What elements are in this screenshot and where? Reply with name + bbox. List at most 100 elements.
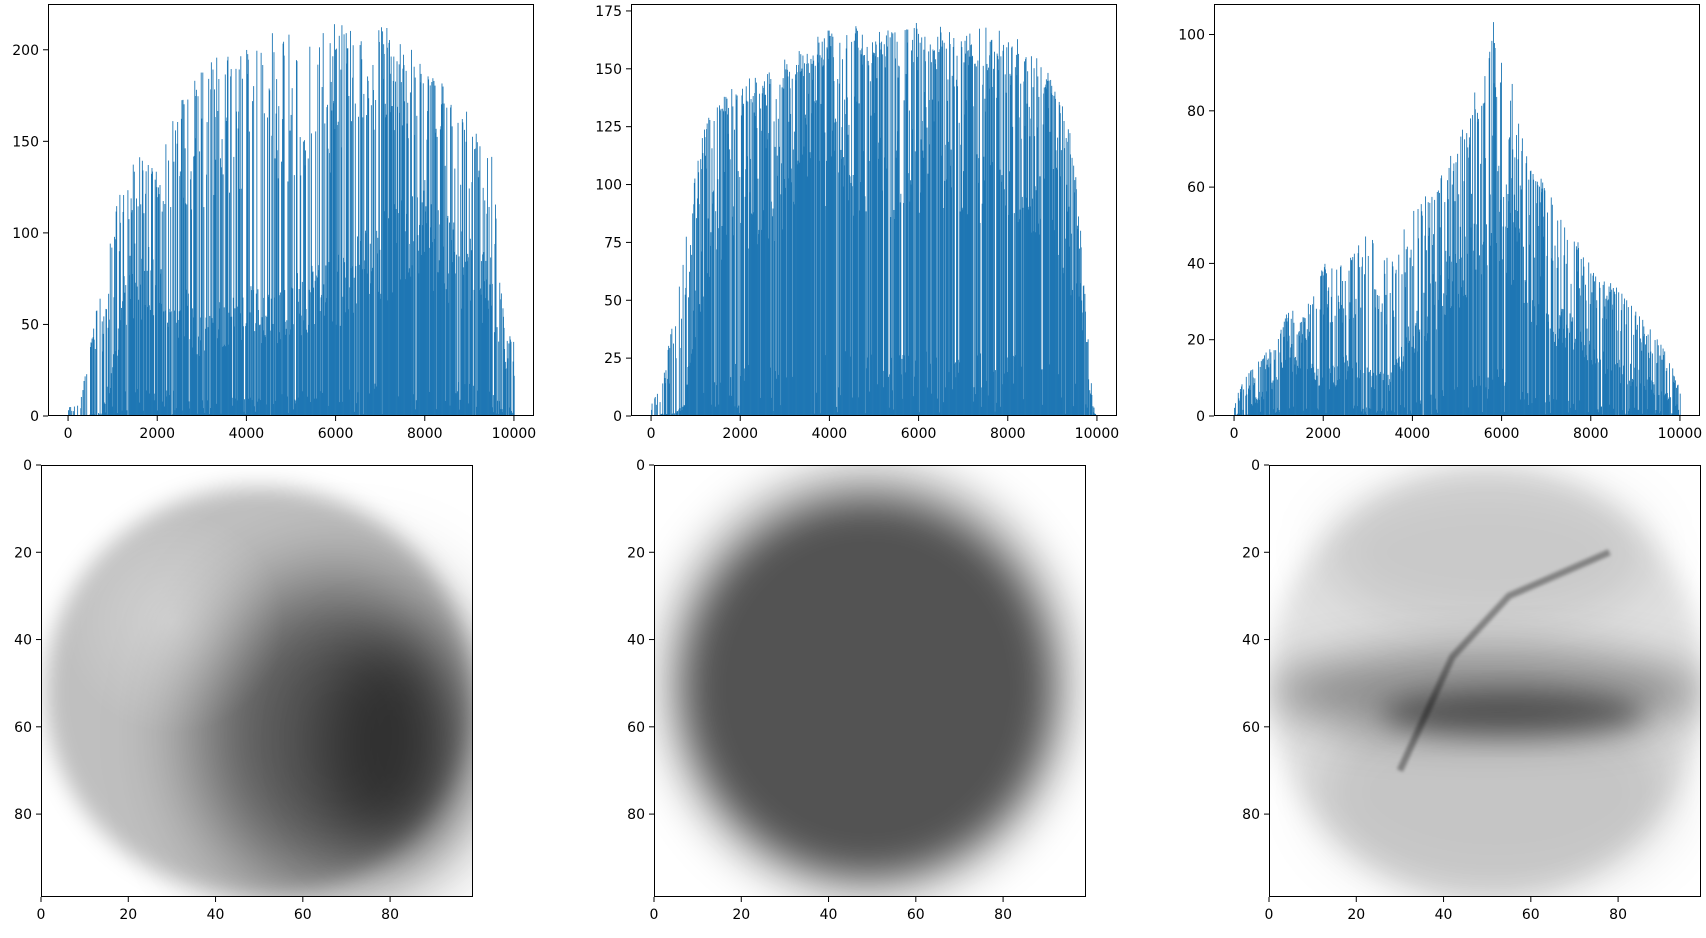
histogram-bar: [1006, 47, 1007, 416]
histogram-bar: [930, 44, 931, 416]
histogram-bar: [355, 266, 356, 416]
histogram-bar: [1367, 368, 1368, 416]
y-tick-label: 175: [595, 4, 622, 20]
histogram-bar: [244, 399, 245, 416]
histogram-bar: [1478, 119, 1479, 416]
x-tick-label: 40: [1435, 907, 1453, 923]
histogram-bar: [759, 94, 760, 416]
histogram-bar: [83, 390, 84, 416]
histogram-bar: [1083, 285, 1084, 416]
histogram-bar: [69, 407, 70, 416]
x-tick-label: 60: [294, 907, 312, 923]
histogram-bar: [683, 265, 684, 416]
histogram-bar: [348, 96, 349, 416]
histogram-bar: [492, 284, 493, 416]
y-tick-label: 40: [1187, 256, 1205, 272]
histogram-bar: [202, 73, 203, 416]
x-tick-label: 0: [37, 907, 46, 923]
y-tick-label: 60: [1242, 720, 1260, 736]
histogram-bar: [81, 397, 82, 416]
y-tick-label: 40: [14, 633, 32, 649]
histogram-bar: [449, 223, 450, 416]
histogram-bar: [1609, 287, 1610, 416]
histogram-bar: [188, 294, 189, 416]
histogram-bar: [162, 212, 163, 416]
histogram-bar: [655, 397, 656, 416]
histogram-bar: [1239, 401, 1240, 416]
histogram-bar: [436, 129, 437, 416]
histogram-bar: [1567, 328, 1568, 416]
histogram-bar: [1544, 190, 1545, 416]
histogram-bar: [1002, 175, 1003, 416]
histogram-bar: [1441, 175, 1442, 416]
histogram-bar: [1234, 408, 1235, 416]
y-tick-label: 0: [636, 458, 645, 474]
histogram-bar: [174, 311, 175, 416]
histogram-bar: [111, 248, 112, 416]
y-tick-label: 80: [1242, 807, 1260, 823]
histogram-bar: [1411, 250, 1412, 416]
histogram-bar: [70, 407, 71, 416]
x-tick-label: 2000: [1305, 426, 1341, 442]
histogram-bar: [1613, 288, 1614, 416]
histogram-bar: [985, 28, 986, 416]
x-tick-label: 20: [1347, 907, 1365, 923]
x-tick-label: 60: [1522, 907, 1540, 923]
histogram-bar: [204, 350, 205, 416]
histogram-bar: [666, 370, 667, 416]
histogram-bar: [253, 86, 254, 416]
histogram-bar: [1305, 338, 1306, 416]
histogram-bar: [275, 158, 276, 416]
y-tick-label: 20: [1187, 333, 1205, 349]
histogram-bar: [1680, 394, 1681, 416]
histogram-bars: [651, 23, 1098, 416]
histogram-bar: [313, 288, 314, 416]
histogram-bar: [1550, 329, 1551, 416]
histogram-bar: [1260, 367, 1261, 416]
image-content: [1269, 465, 1705, 901]
histogram-bar: [322, 87, 323, 416]
histogram-bar: [1531, 322, 1532, 416]
histogram-bar: [1376, 375, 1377, 416]
histogram-bar: [103, 316, 104, 416]
histogram-bar: [201, 119, 202, 416]
histogram-bar: [671, 329, 672, 416]
histogram-bar: [1575, 339, 1576, 416]
histogram-bar: [987, 70, 988, 416]
histogram-bar: [415, 78, 416, 416]
y-tick-label: 100: [12, 226, 39, 242]
histogram-bar: [243, 326, 244, 416]
histogram-bar: [681, 319, 682, 416]
y-tick-label: 40: [627, 633, 645, 649]
histogram-bar: [868, 65, 869, 416]
histogram-bar: [92, 339, 93, 416]
y-tick-label: 60: [14, 720, 32, 736]
histogram-bar: [142, 170, 143, 416]
x-tick-label: 80: [381, 907, 399, 923]
histogram-bar: [1637, 325, 1638, 416]
histogram-bar: [256, 51, 257, 416]
histogram-bar: [657, 394, 658, 416]
histogram-bar: [146, 171, 147, 416]
histogram-bar: [1303, 317, 1304, 416]
histogram-bar: [464, 130, 465, 416]
x-tick-label: 0: [650, 907, 659, 923]
histogram-bar: [1377, 295, 1378, 416]
histogram-bar: [785, 69, 786, 416]
x-tick-label: 80: [994, 907, 1012, 923]
histogram-bar: [1391, 372, 1392, 416]
histogram-bar: [96, 311, 97, 416]
histogram-bar: [1415, 323, 1416, 416]
histogram-bar: [973, 106, 974, 416]
histogram-bar: [398, 213, 399, 416]
histogram-bar: [171, 311, 172, 416]
histogram-bar: [944, 181, 945, 416]
histogram-bar: [1572, 317, 1573, 416]
histogram-bar: [1624, 299, 1625, 416]
